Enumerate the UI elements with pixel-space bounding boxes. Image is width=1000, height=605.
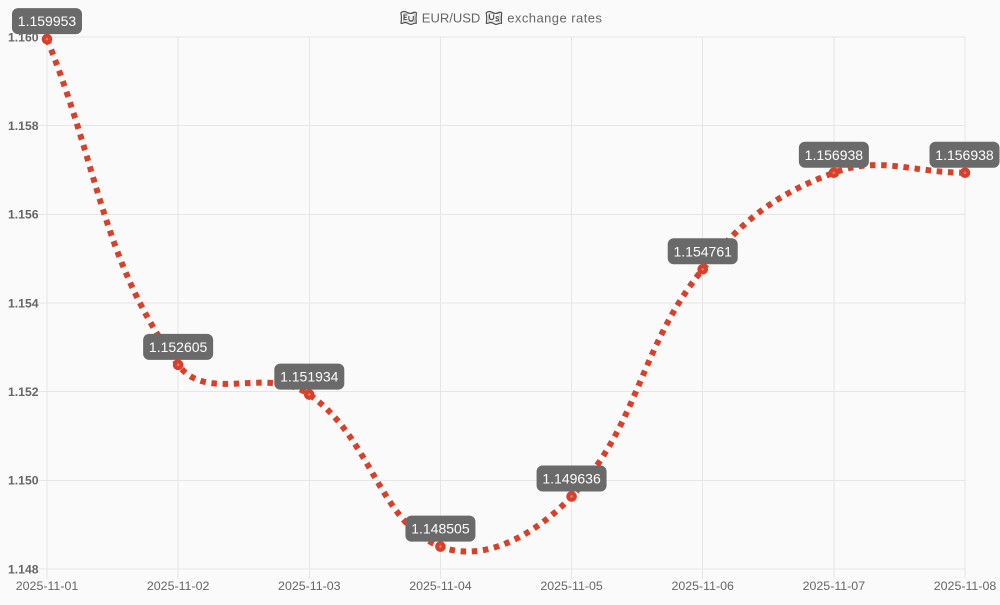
svg-text:1.158: 1.158 [8, 119, 39, 133]
svg-text:1.156938: 1.156938 [805, 147, 864, 163]
svg-text:2025-11-02: 2025-11-02 [147, 579, 210, 593]
svg-text:1.156938: 1.156938 [935, 147, 994, 163]
svg-text:1.154761: 1.154761 [674, 243, 733, 259]
svg-text:1.150: 1.150 [8, 474, 39, 488]
svg-text:EUR/USD: EUR/USD [422, 11, 481, 26]
svg-text:2025-11-06: 2025-11-06 [671, 579, 734, 593]
svg-text:1.151934: 1.151934 [280, 369, 339, 385]
svg-text:1.149636: 1.149636 [542, 470, 601, 486]
svg-text:2025-11-04: 2025-11-04 [409, 579, 472, 593]
svg-text:2025-11-05: 2025-11-05 [540, 579, 603, 593]
svg-text:2025-11-03: 2025-11-03 [278, 579, 341, 593]
svg-text:1.159953: 1.159953 [18, 13, 77, 29]
svg-text:2025-11-01: 2025-11-01 [16, 579, 79, 593]
svg-text:1.156: 1.156 [8, 208, 39, 222]
svg-text:1.152: 1.152 [8, 385, 39, 399]
svg-text:1.152605: 1.152605 [149, 339, 208, 355]
svg-text:exchange rates: exchange rates [507, 11, 602, 26]
svg-text:1.148505: 1.148505 [411, 521, 470, 537]
svg-text:2025-11-07: 2025-11-07 [803, 579, 866, 593]
svg-text:2025-11-08: 2025-11-08 [934, 579, 997, 593]
svg-text:1.148: 1.148 [8, 562, 39, 576]
svg-text:1.154: 1.154 [8, 296, 39, 310]
